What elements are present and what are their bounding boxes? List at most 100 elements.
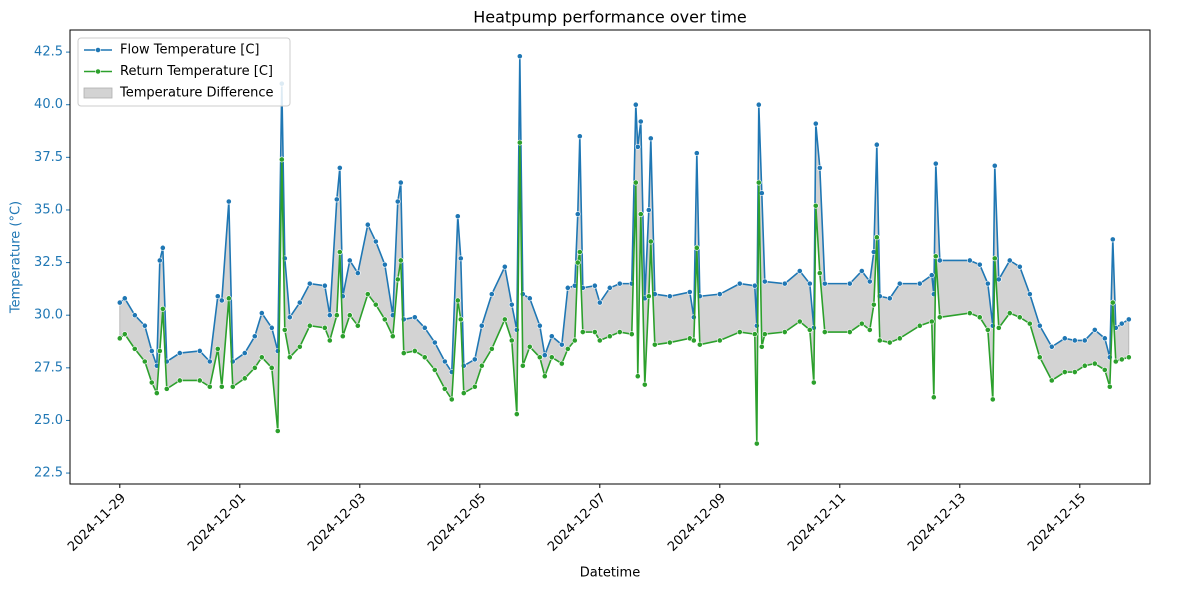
point [928,318,935,325]
point [431,339,438,346]
point [812,202,819,209]
x-tick-label: 2024-11-29 [65,491,129,555]
point [1109,236,1116,243]
point [457,316,464,323]
point [1036,322,1043,329]
point [381,261,388,268]
point [1016,314,1023,321]
legend-swatch [83,87,113,99]
point [989,396,996,403]
point [651,341,658,348]
x-tick-label: 2024-12-15 [1025,491,1089,555]
point [541,373,548,380]
point [858,268,865,274]
point [928,272,935,279]
point [821,280,828,287]
point [229,383,236,390]
point [400,350,407,356]
point [389,333,396,340]
point [716,337,723,344]
point [536,322,543,329]
point [873,234,880,241]
point [159,244,166,251]
point [274,428,281,434]
point [886,295,893,302]
point [478,322,485,329]
point [321,324,328,331]
point [696,341,703,348]
point [153,390,160,396]
point [206,383,213,390]
point [886,339,893,346]
point [1106,383,1113,390]
y-tick-label: 25.0 [34,413,63,428]
point [751,282,758,289]
point [1061,369,1068,375]
point [781,329,788,335]
point [896,335,903,342]
y-tick-label: 35.0 [34,202,63,217]
point [448,396,455,403]
x-tick-label: 2024-12-07 [545,491,609,555]
point [321,282,328,289]
point [536,354,543,361]
point [1016,263,1023,270]
legend-box [77,37,291,107]
point [326,312,333,319]
point [218,297,225,304]
point [460,390,467,396]
point [810,379,817,386]
point [1081,362,1088,369]
point [816,270,823,277]
point [1118,320,1125,327]
point [411,348,418,354]
point [736,280,743,287]
point [1048,377,1055,384]
point [225,198,232,205]
point [647,135,654,142]
point [637,211,644,218]
point [1081,337,1088,344]
point [693,150,700,157]
point [984,280,991,287]
x-tick-label: 2024-12-05 [425,491,489,555]
point [116,299,123,306]
point [755,179,762,186]
point [690,337,697,344]
point [930,394,937,401]
point [116,335,123,342]
point [966,257,973,264]
point [936,257,943,264]
y-tick-label: 22.5 [34,466,63,481]
point [488,291,495,298]
y-tick-label: 32.5 [34,255,63,270]
legend-label: Flow Temperature [C] [120,43,260,58]
point [513,327,520,333]
point [1112,358,1119,365]
y-tick-label: 30.0 [34,308,63,323]
point [616,280,623,287]
point [218,383,225,390]
point [241,375,248,382]
point [1026,291,1033,298]
y-tick-label: 27.5 [34,360,63,375]
point [333,312,340,319]
point [995,276,1002,283]
point [121,331,128,338]
point [628,331,635,338]
point [1036,354,1043,361]
legend-label: Return Temperature [C] [120,64,273,79]
point [286,354,293,361]
point [441,358,448,365]
point [916,280,923,287]
point [326,337,333,344]
point [645,293,652,300]
point [991,255,998,262]
legend-marker [95,68,101,75]
point [558,360,565,367]
point [564,284,571,291]
x-axis-label: Datetime [580,566,640,581]
point [471,356,478,363]
point [354,270,361,277]
